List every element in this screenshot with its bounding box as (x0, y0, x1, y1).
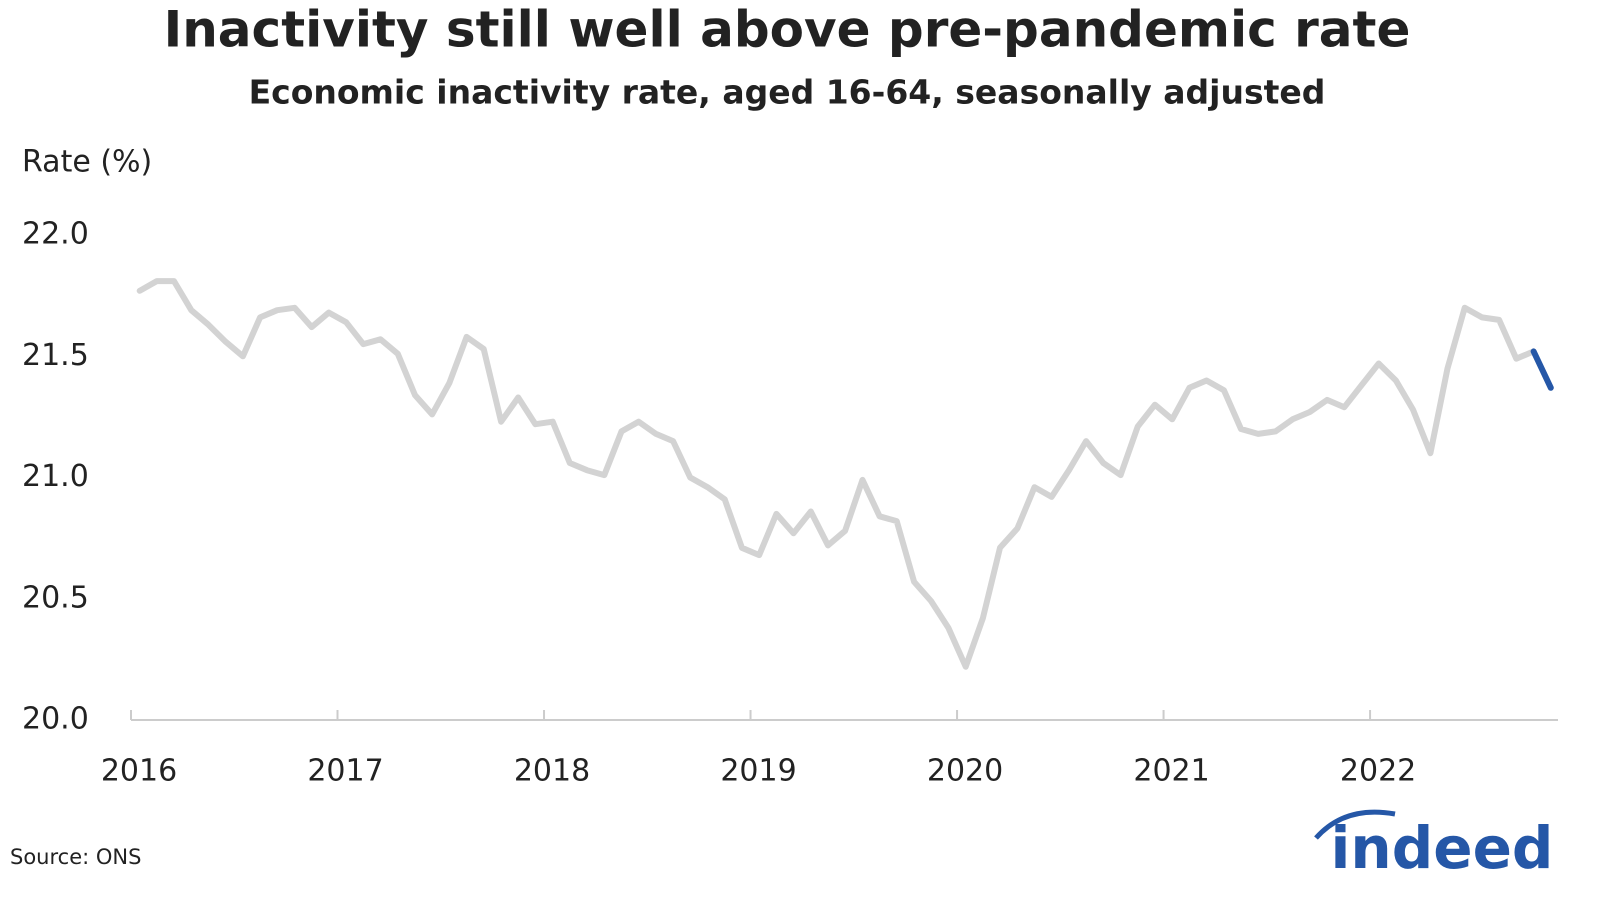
y-axis-label: Rate (%) (22, 145, 152, 180)
x-tick-label: 2022 (1340, 754, 1416, 789)
y-tick-label: 20.5 (22, 580, 89, 615)
series-line (136, 278, 1537, 670)
x-tick-label: 2017 (307, 754, 383, 789)
x-tick-label: 2016 (101, 754, 177, 789)
chart-title: Inactivity still well above pre-pandemic… (164, 1, 1411, 59)
logo: indeed (1331, 814, 1554, 882)
y-tick-label: 21.5 (22, 338, 89, 373)
y-tick-label: 20.0 (22, 702, 89, 737)
x-tick-label: 2019 (720, 754, 796, 789)
source: Source: ONS (10, 845, 141, 869)
chart-subtitle: Economic inactivity rate, aged 16-64, se… (249, 73, 1326, 112)
series-line (1530, 348, 1554, 391)
x-tick-label: 2020 (927, 754, 1003, 789)
x-tick-label: 2021 (1133, 754, 1209, 789)
x-tick-label: 2018 (514, 754, 590, 789)
logo-arc (1314, 809, 1396, 840)
y-tick-label: 22.0 (22, 217, 89, 252)
y-tick-label: 21.0 (22, 459, 89, 494)
